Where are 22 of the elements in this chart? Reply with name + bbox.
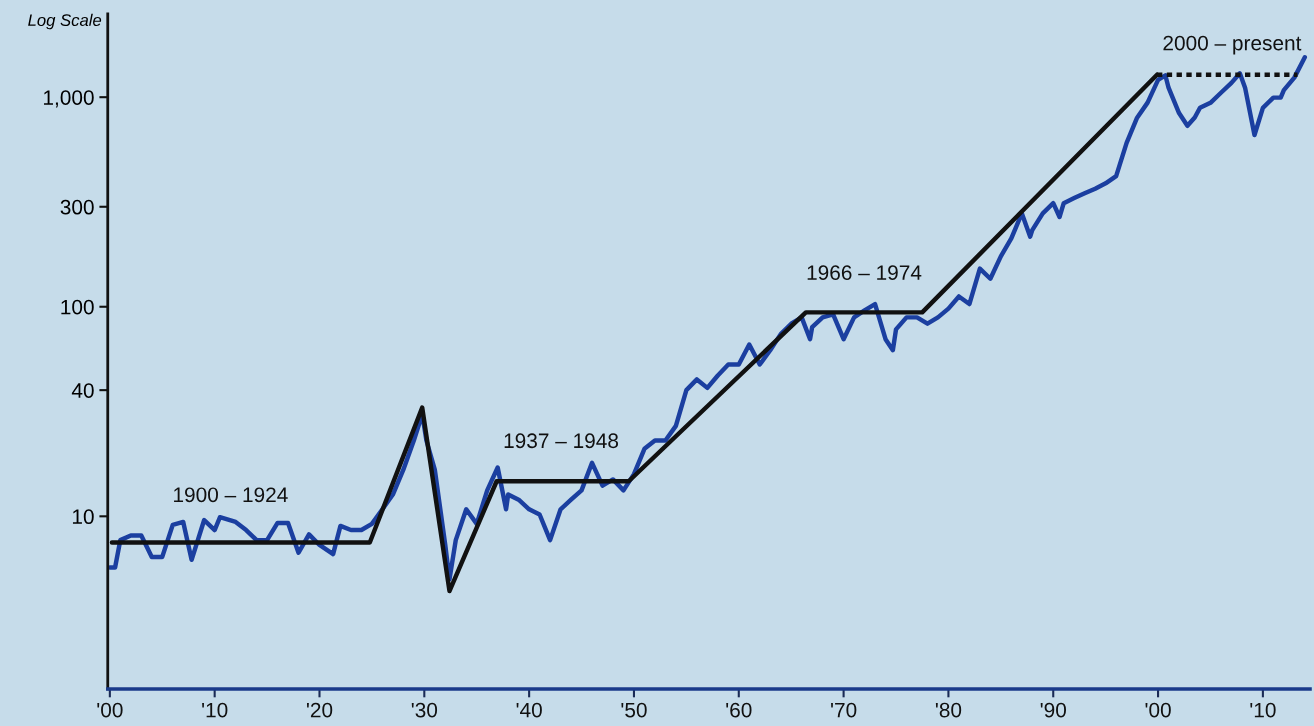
x-tick-label: '00: [97, 702, 123, 718]
y-tick-label: 100: [61, 299, 94, 315]
annotation: 1966 – 1974: [807, 265, 922, 281]
x-tick-label: '30: [411, 702, 438, 718]
y-tick-label: 40: [71, 383, 94, 398]
x-tick-label: '80: [935, 702, 962, 718]
y-axis-title: Log Scale: [28, 13, 102, 30]
x-tick-label: '10: [1250, 702, 1276, 718]
x-tick-label: '60: [726, 702, 752, 718]
x-tick-label: '00: [1145, 702, 1171, 718]
x-tick-label: '70: [831, 702, 857, 718]
x-tick-label: '50: [621, 702, 647, 718]
y-tick-label: 300: [60, 199, 94, 215]
annotation: 1937 – 1948: [504, 433, 619, 449]
x-tick-label: '90: [1040, 702, 1067, 718]
annotation: 2000 – present: [1163, 35, 1302, 55]
annotation: 1900 – 1924: [174, 487, 288, 503]
y-tick-label: 1,000: [44, 90, 94, 108]
x-tick-label: '40: [516, 702, 542, 718]
x-tick-label: '10: [202, 702, 228, 718]
y-tick-label: 10: [72, 509, 94, 525]
x-tick-label: '20: [306, 702, 333, 718]
